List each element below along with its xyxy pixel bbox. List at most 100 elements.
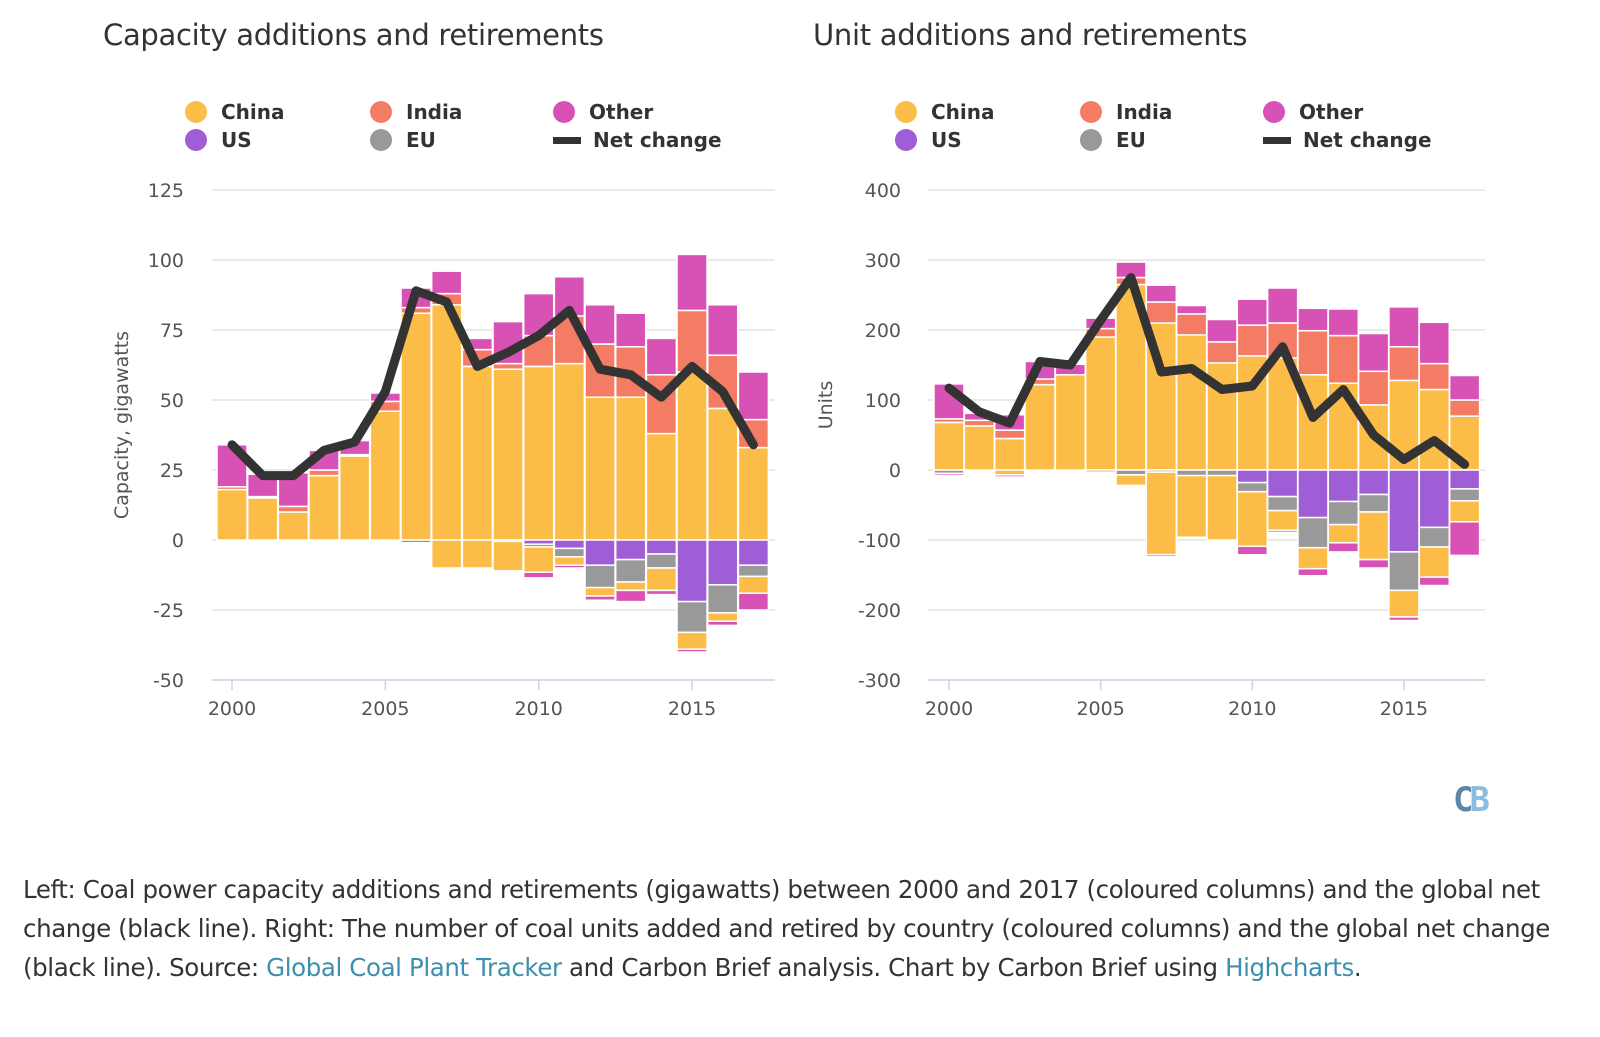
bar-other-2010 <box>1236 298 1269 326</box>
legend-item-other[interactable]: Other <box>553 100 653 124</box>
legend-dot-icon <box>370 101 392 123</box>
bar-india-2007 <box>1145 301 1178 324</box>
legend-label: China <box>931 100 995 124</box>
bar-eu-retired-2011 <box>553 547 586 558</box>
bar-china-2005 <box>1084 336 1117 471</box>
bar-china-2005 <box>369 410 402 541</box>
bar-china-retired-2010 <box>1236 490 1269 548</box>
bar-india-2015 <box>1388 346 1420 382</box>
bar-other-retired-2013 <box>1327 542 1360 553</box>
chart-plot: 400 300 200 100 0 -100 -200 -300 Units 2000 2005 20… <box>815 180 1485 720</box>
legend-item-net-change[interactable]: Net change <box>553 128 722 152</box>
bar-india-2009 <box>492 362 524 370</box>
bar-eu-retired-2016 <box>1418 526 1451 548</box>
legend-item-china[interactable]: China <box>185 100 285 124</box>
bar-other-2007 <box>1145 284 1178 303</box>
bar-china-2004 <box>338 455 371 541</box>
bar-china-retired-2016 <box>706 612 739 622</box>
bar-other-2014 <box>645 337 678 376</box>
bar-china-retired-2015 <box>676 631 708 650</box>
chart-title: Unit additions and retirements <box>813 18 1248 52</box>
legend-item-china[interactable]: China <box>895 100 995 124</box>
legend-dot-icon <box>185 101 207 123</box>
bar-china-2003 <box>308 474 340 541</box>
x-tick-label: 2000 <box>208 698 256 720</box>
bar-india-2010 <box>1236 324 1269 357</box>
bar-china-2008 <box>461 365 494 541</box>
bar-china-retired-2012 <box>584 586 616 597</box>
chart-legend: China US India EU Other Net change <box>185 100 725 170</box>
legend-item-eu[interactable]: EU <box>1080 128 1146 152</box>
highcharts-link[interactable]: Highcharts <box>1225 953 1354 982</box>
y-tick-label: 75 <box>160 320 184 342</box>
global-coal-plant-tracker-link[interactable]: Global Coal Plant Tracker <box>266 953 562 982</box>
bar-other-2016 <box>1418 321 1451 365</box>
bar-india-2012 <box>1297 329 1329 376</box>
bar-other-retired-2011 <box>553 564 586 569</box>
bar-us-retired-2014 <box>1357 469 1390 496</box>
bar-other-2014 <box>1357 332 1390 373</box>
x-tick-label: 2015 <box>1380 698 1428 720</box>
x-tick-label: 2010 <box>1228 698 1276 720</box>
bar-other-retired-2012 <box>584 595 616 601</box>
bar-other-retired-2012 <box>1297 567 1329 577</box>
net-change-line <box>227 286 758 481</box>
legend-item-eu[interactable]: EU <box>370 128 436 152</box>
legend-label: China <box>221 100 285 124</box>
bar-china-2006 <box>400 312 432 541</box>
bar-other-retired-2010 <box>522 571 555 579</box>
bar-other-retired-2010 <box>1236 545 1269 556</box>
bar-other-retired-2014 <box>645 589 678 596</box>
caption-text: Left: Coal power capacity additions and … <box>23 875 1550 982</box>
bar-us-retired-2011 <box>1266 469 1299 498</box>
bar-china-2004 <box>1054 374 1087 471</box>
bar-other-2009 <box>1206 318 1238 343</box>
bar-eu-retired-2013 <box>614 558 647 583</box>
legend-dot-icon <box>1080 129 1102 151</box>
y-tick-label: -25 <box>153 600 184 622</box>
bar-eu-retired-2012 <box>1297 516 1329 549</box>
bar-us-retired-2016 <box>706 539 739 586</box>
figure-caption: Left: Coal power capacity additions and … <box>23 870 1583 987</box>
bar-other-2011 <box>1266 287 1299 324</box>
bar-other-retired-2013 <box>614 589 647 603</box>
bar-india-2014 <box>1357 370 1390 406</box>
bar-eu-retired-2015 <box>1388 551 1420 592</box>
bar-other-2012 <box>584 304 616 345</box>
bar-china-2016 <box>706 407 739 541</box>
bar-eu-retired-2010 <box>1236 481 1269 493</box>
bar-india-2003 <box>308 469 340 477</box>
legend-item-other[interactable]: Other <box>1263 100 1363 124</box>
legend-item-net-change[interactable]: Net change <box>1263 128 1432 152</box>
bar-other-retired-2007 <box>1145 553 1178 558</box>
bar-us-retired-2015 <box>1388 469 1420 553</box>
legend-item-india[interactable]: India <box>1080 100 1172 124</box>
bar-eu-retired-2016 <box>706 584 739 614</box>
bar-eu-retired-2006 <box>400 539 432 544</box>
y-tick-label: -50 <box>153 670 184 692</box>
bar-eu-retired-2011 <box>1266 495 1299 512</box>
bar-us-retired-2012 <box>1297 469 1329 519</box>
bar-china-2014 <box>645 432 678 541</box>
legend-item-us[interactable]: US <box>185 128 252 152</box>
bar-other-retired-2014 <box>1357 558 1390 569</box>
bar-china-retired-2016 <box>1418 546 1451 578</box>
bar-india-2009 <box>1206 341 1238 364</box>
caption-text: and Carbon Brief analysis. Chart by Carb… <box>561 953 1226 982</box>
bar-china-retired-2017 <box>1448 500 1481 523</box>
bar-china-retired-2013 <box>614 581 647 592</box>
legend-item-india[interactable]: India <box>370 100 462 124</box>
x-tick-label: 2015 <box>668 698 716 720</box>
legend-item-us[interactable]: US <box>895 128 962 152</box>
y-tick-label: 50 <box>160 390 184 412</box>
bar-china-retired-2011 <box>1266 509 1299 531</box>
y-tick-label: 25 <box>160 460 184 482</box>
bar-eu-retired-2017 <box>1448 488 1481 502</box>
bar-india-2016 <box>1418 362 1451 391</box>
x-tick-label: 2005 <box>361 698 409 720</box>
x-tick-label: 2005 <box>1076 698 1124 720</box>
bar-other-retired-2000 <box>933 472 965 477</box>
y-tick-label: 400 <box>865 180 901 202</box>
bar-china-retired-2007 <box>1145 471 1178 556</box>
bar-other-retired-2016 <box>1418 576 1451 587</box>
